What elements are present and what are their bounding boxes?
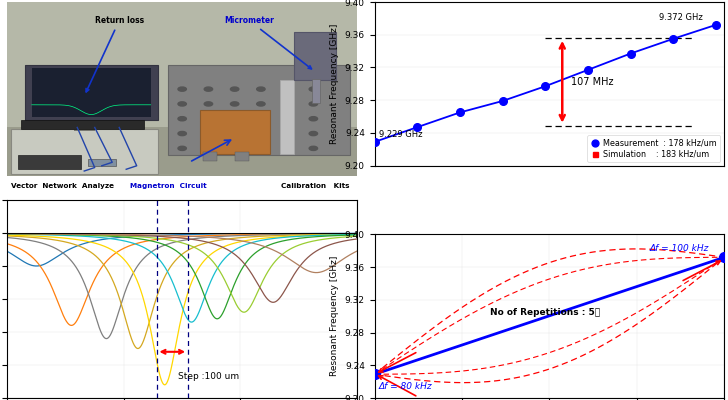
Circle shape: [309, 132, 317, 136]
Text: 107 MHz: 107 MHz: [571, 77, 613, 87]
Measurement  : 178 kHz/um: (100, 9.32): 178 kHz/um: (100, 9.32): [583, 68, 592, 72]
Bar: [7, 128, 357, 176]
Bar: [17, 155, 81, 169]
Circle shape: [205, 117, 213, 121]
Measurement  : 178 kHz/um: (200, 9.34): 178 kHz/um: (200, 9.34): [626, 51, 635, 56]
Circle shape: [205, 146, 213, 150]
Measurement  : 178 kHz/um: (-300, 9.25): 178 kHz/um: (-300, 9.25): [413, 125, 422, 130]
Text: No of Repetitions : 5회: No of Repetitions : 5회: [490, 308, 600, 316]
Bar: [88, 159, 116, 166]
Bar: [21, 120, 143, 129]
Circle shape: [309, 87, 317, 91]
Bar: [203, 152, 217, 160]
Circle shape: [231, 102, 239, 106]
Circle shape: [231, 117, 239, 121]
Measurement  : 178 kHz/um: (400, 9.37): 178 kHz/um: (400, 9.37): [711, 22, 720, 27]
Text: Return loss: Return loss: [86, 16, 144, 92]
Circle shape: [205, 102, 213, 106]
Text: Δf = 80 kHz: Δf = 80 kHz: [379, 382, 432, 391]
Text: Vector  Network  Analyze: Vector Network Analyze: [11, 183, 114, 189]
Circle shape: [283, 87, 291, 91]
Bar: [280, 80, 294, 154]
Circle shape: [231, 132, 239, 136]
Circle shape: [205, 87, 213, 91]
Text: 9.372 GHz: 9.372 GHz: [660, 14, 703, 22]
Bar: [312, 79, 320, 103]
Circle shape: [309, 117, 317, 121]
Bar: [234, 152, 249, 160]
Y-axis label: Resonant Frequency [GHz]: Resonant Frequency [GHz]: [331, 24, 339, 144]
Circle shape: [283, 146, 291, 150]
Circle shape: [309, 146, 317, 150]
Circle shape: [231, 146, 239, 150]
Circle shape: [257, 117, 265, 121]
Text: Step :100 um: Step :100 um: [178, 372, 240, 381]
Y-axis label: Resonant Frequency [GHz]: Resonant Frequency [GHz]: [331, 256, 339, 376]
Circle shape: [178, 117, 186, 121]
Circle shape: [257, 132, 265, 136]
Text: Magnetron  Circuit: Magnetron Circuit: [130, 183, 207, 189]
Text: Δf = 100 kHz: Δf = 100 kHz: [650, 244, 709, 253]
Circle shape: [309, 102, 317, 106]
Text: Calibration   Kits: Calibration Kits: [281, 183, 349, 189]
Circle shape: [257, 102, 265, 106]
Circle shape: [178, 102, 186, 106]
Bar: [168, 65, 350, 155]
Circle shape: [283, 102, 291, 106]
Line: Measurement  : 178 kHz/um: Measurement : 178 kHz/um: [371, 21, 720, 146]
Circle shape: [257, 87, 265, 91]
Bar: [294, 32, 336, 80]
Circle shape: [283, 117, 291, 121]
Circle shape: [205, 132, 213, 136]
Bar: [74, 120, 95, 131]
Bar: [32, 68, 151, 117]
Legend: Measurement  : 178 kHz/um, Simulation    : 183 kHz/um: Measurement : 178 kHz/um, Simulation : 1…: [587, 135, 720, 162]
Measurement  : 178 kHz/um: (-200, 9.27): 178 kHz/um: (-200, 9.27): [456, 110, 464, 115]
Circle shape: [178, 146, 186, 150]
Circle shape: [257, 146, 265, 150]
Text: 9.229 GHz: 9.229 GHz: [379, 130, 422, 140]
Text: Micrometer: Micrometer: [224, 16, 312, 69]
Circle shape: [178, 132, 186, 136]
Circle shape: [178, 87, 186, 91]
Bar: [11, 129, 158, 174]
Measurement  : 178 kHz/um: (-100, 9.28): 178 kHz/um: (-100, 9.28): [498, 98, 507, 103]
Circle shape: [231, 87, 239, 91]
Bar: [25, 65, 158, 120]
Measurement  : 178 kHz/um: (-400, 9.23): 178 kHz/um: (-400, 9.23): [371, 140, 379, 144]
Measurement  : 178 kHz/um: (300, 9.36): 178 kHz/um: (300, 9.36): [669, 36, 678, 41]
Measurement  : 178 kHz/um: (0, 9.3): 178 kHz/um: (0, 9.3): [541, 84, 550, 89]
Bar: [199, 110, 269, 154]
Circle shape: [283, 132, 291, 136]
